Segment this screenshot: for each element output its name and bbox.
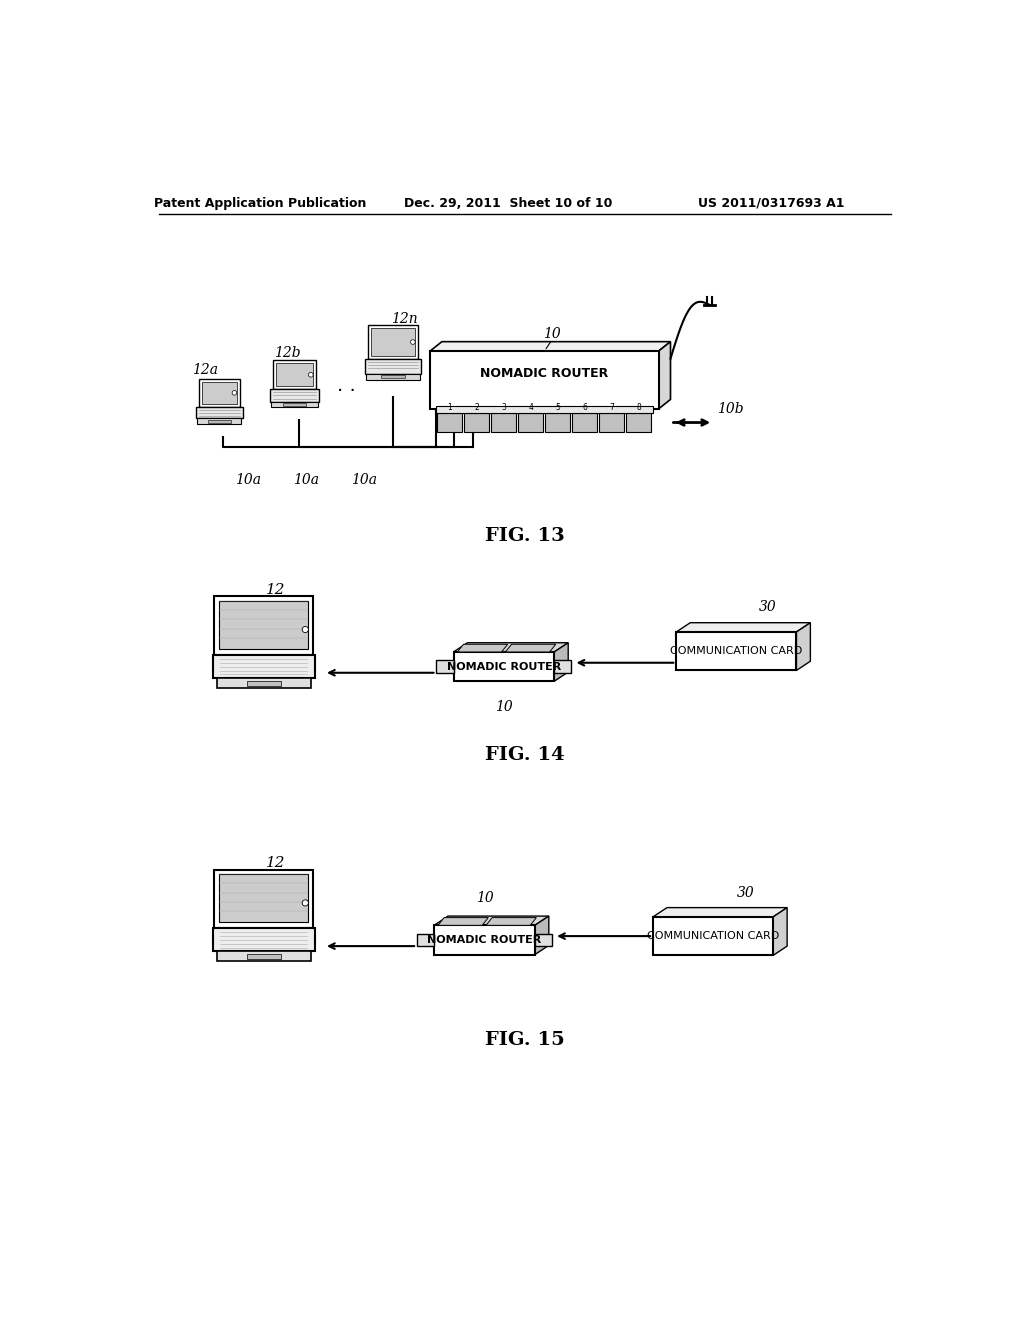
Bar <box>213 928 314 952</box>
Text: 3: 3 <box>502 404 507 412</box>
Bar <box>381 375 404 379</box>
Polygon shape <box>486 917 537 925</box>
Bar <box>198 418 242 424</box>
Text: COMMUNICATION CARD: COMMUNICATION CARD <box>671 647 803 656</box>
Text: 6: 6 <box>583 404 588 412</box>
Text: FIG. 13: FIG. 13 <box>485 527 564 545</box>
Polygon shape <box>797 623 810 671</box>
Circle shape <box>302 627 308 632</box>
Text: 12: 12 <box>265 582 285 597</box>
Bar <box>434 925 535 954</box>
Text: 30: 30 <box>737 886 755 900</box>
Bar <box>535 933 552 946</box>
Polygon shape <box>430 342 671 351</box>
Text: Dec. 29, 2011  Sheet 10 of 10: Dec. 29, 2011 Sheet 10 of 10 <box>403 197 612 210</box>
Bar <box>273 360 316 389</box>
Bar <box>216 678 310 688</box>
Polygon shape <box>458 644 508 652</box>
Bar <box>492 412 516 432</box>
Text: 12b: 12b <box>273 346 300 360</box>
Text: FIG. 15: FIG. 15 <box>485 1031 564 1049</box>
Polygon shape <box>454 643 568 652</box>
Text: 8: 8 <box>637 404 641 412</box>
Bar <box>214 870 313 928</box>
Bar <box>599 412 624 432</box>
Text: US 2011/0317693 A1: US 2011/0317693 A1 <box>698 197 845 210</box>
Bar <box>546 412 570 432</box>
Text: 2: 2 <box>474 404 479 412</box>
Bar <box>430 351 658 409</box>
Polygon shape <box>506 644 556 652</box>
Bar <box>417 933 434 946</box>
Text: FIG. 14: FIG. 14 <box>485 746 564 764</box>
Bar <box>653 917 773 956</box>
Polygon shape <box>438 917 488 925</box>
Text: 10: 10 <box>544 327 561 341</box>
Text: NOMADIC ROUTER: NOMADIC ROUTER <box>427 935 542 945</box>
Bar <box>371 329 415 356</box>
Polygon shape <box>434 916 549 925</box>
Text: 10b: 10b <box>717 401 743 416</box>
Bar <box>276 363 313 387</box>
Circle shape <box>232 391 237 395</box>
Bar <box>627 412 651 432</box>
Bar <box>464 412 488 432</box>
Bar <box>219 601 308 649</box>
Polygon shape <box>773 908 787 956</box>
Bar <box>283 404 306 407</box>
Text: 10: 10 <box>475 891 494 904</box>
Bar <box>216 952 310 961</box>
Text: NOMADIC ROUTER: NOMADIC ROUTER <box>446 661 561 672</box>
Bar <box>368 325 418 359</box>
Text: . .: . . <box>337 376 356 395</box>
Bar <box>270 389 319 401</box>
Bar <box>676 632 797 671</box>
Bar <box>454 652 554 681</box>
Bar <box>554 660 571 673</box>
Bar <box>436 405 652 413</box>
Text: 4: 4 <box>528 404 534 412</box>
Text: 12n: 12n <box>391 312 418 326</box>
Text: 5: 5 <box>556 404 560 412</box>
Bar <box>367 374 420 380</box>
Polygon shape <box>676 623 810 632</box>
Bar <box>518 412 543 432</box>
Text: 10a: 10a <box>351 474 378 487</box>
Bar <box>214 597 313 655</box>
Bar <box>247 681 281 686</box>
Bar <box>213 655 314 678</box>
Text: 10a: 10a <box>236 474 261 487</box>
Circle shape <box>302 900 308 906</box>
Bar <box>199 379 240 407</box>
Bar <box>196 407 243 418</box>
Bar <box>572 412 597 432</box>
Circle shape <box>308 372 313 378</box>
Text: 30: 30 <box>759 599 776 614</box>
Bar <box>436 660 454 673</box>
Bar <box>247 954 281 960</box>
Text: Patent Application Publication: Patent Application Publication <box>154 197 366 210</box>
Bar <box>208 420 231 422</box>
Text: 1: 1 <box>447 404 453 412</box>
Text: 10a: 10a <box>293 474 319 487</box>
Bar <box>219 874 308 923</box>
Polygon shape <box>535 916 549 954</box>
Text: 12a: 12a <box>193 363 218 378</box>
Text: 12: 12 <box>265 855 285 870</box>
Circle shape <box>411 339 415 345</box>
Polygon shape <box>554 643 568 681</box>
Text: NOMADIC ROUTER: NOMADIC ROUTER <box>480 367 608 380</box>
Text: COMMUNICATION CARD: COMMUNICATION CARD <box>647 931 779 941</box>
Bar <box>437 412 462 432</box>
Bar <box>271 401 317 408</box>
Bar <box>365 359 422 374</box>
Bar <box>202 383 237 404</box>
Text: 7: 7 <box>609 404 614 412</box>
Polygon shape <box>653 908 787 917</box>
Polygon shape <box>658 342 671 409</box>
Text: 10: 10 <box>495 700 513 714</box>
